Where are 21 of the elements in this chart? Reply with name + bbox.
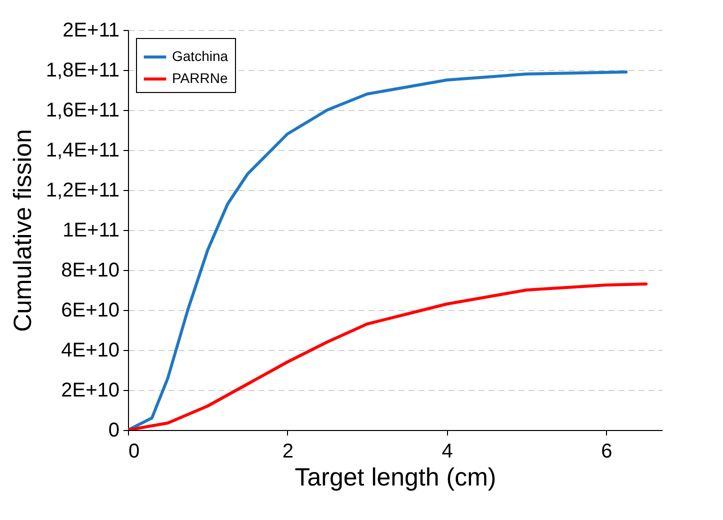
y-tick-label: 0 [108, 420, 120, 442]
y-tick-label: 4E+10 [61, 340, 120, 362]
x-tick-label: 0 [128, 440, 140, 462]
y-tick-label: 8E+10 [61, 260, 120, 282]
y-tick-label: 2E+10 [61, 380, 120, 402]
x-tick-label: 2 [282, 440, 294, 462]
legend-label: Gatchina [172, 48, 228, 64]
y-tick-label: 1,6E+11 [46, 100, 120, 122]
y-tick-label: 1,4E+11 [46, 140, 120, 162]
x-tick-label: 6 [601, 440, 612, 462]
y-tick-label: 2E+11 [62, 20, 120, 42]
x-tick-label: 4 [442, 440, 453, 462]
y-tick-label: 1,2E+11 [46, 180, 120, 202]
y-axis-title: Cumulative fission [8, 129, 37, 332]
y-tick-label: 1,8E+11 [46, 60, 120, 82]
line-series [128, 282, 648, 430]
y-tick-label: 6E+10 [61, 300, 120, 322]
line-series [128, 70, 628, 430]
legend-label: PARRNe [172, 70, 228, 86]
x-axis-title: Target length (cm) [294, 464, 496, 492]
y-tick-label: 1E+11 [62, 220, 120, 242]
